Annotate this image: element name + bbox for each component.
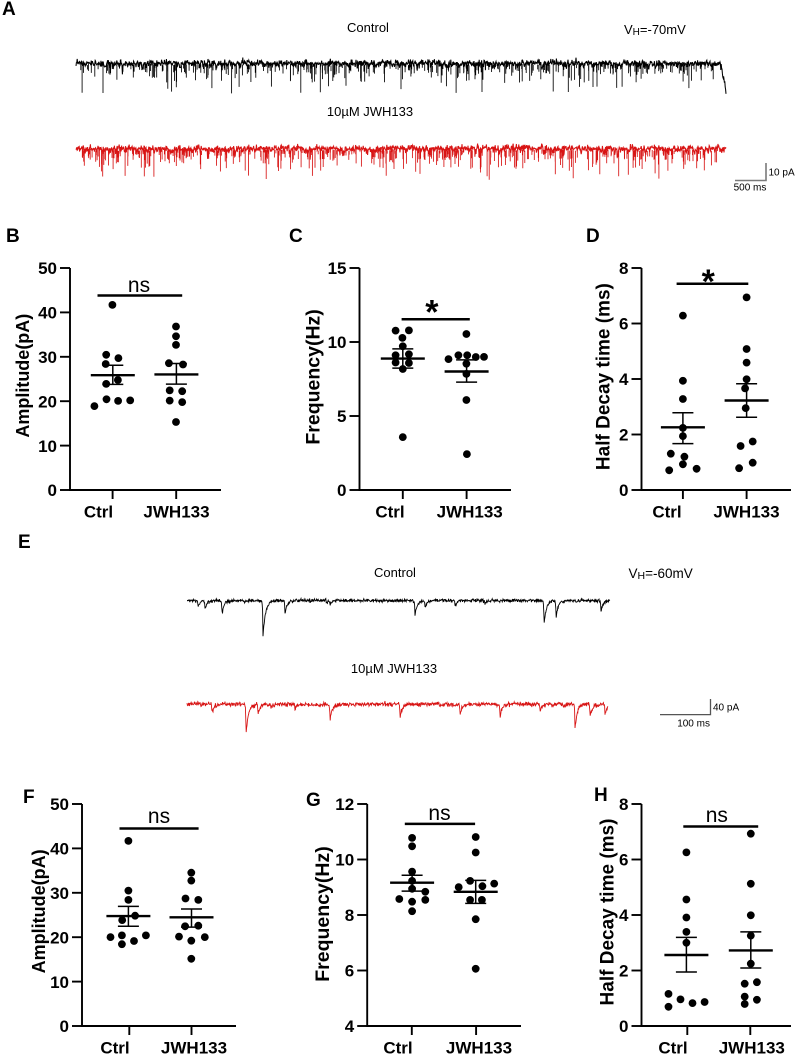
svg-text:40: 40 bbox=[50, 840, 69, 859]
svg-text:Control: Control bbox=[374, 565, 416, 580]
svg-text:0: 0 bbox=[60, 1017, 69, 1036]
svg-text:Half Decay time (ms): Half Decay time (ms) bbox=[593, 283, 614, 470]
svg-text:D: D bbox=[586, 226, 600, 247]
svg-text:Ctrl: Ctrl bbox=[383, 1039, 412, 1055]
svg-text:Control: Control bbox=[347, 20, 389, 35]
svg-text:JWH133: JWH133 bbox=[143, 503, 209, 522]
svg-text:JWH133: JWH133 bbox=[719, 1039, 785, 1055]
svg-text:8: 8 bbox=[345, 906, 354, 925]
svg-text:Ctrl: Ctrl bbox=[652, 503, 681, 522]
svg-text:100 ms: 100 ms bbox=[677, 719, 710, 730]
svg-text:5: 5 bbox=[337, 407, 346, 426]
svg-text:Ctrl: Ctrl bbox=[375, 503, 404, 522]
svg-text:10µM JWH133: 10µM JWH133 bbox=[327, 104, 413, 119]
svg-text:10 pA: 10 pA bbox=[769, 168, 795, 179]
svg-text:JWH133: JWH133 bbox=[713, 503, 779, 522]
svg-text:ns: ns bbox=[428, 802, 450, 825]
svg-text:10: 10 bbox=[335, 851, 354, 870]
svg-text:50: 50 bbox=[50, 795, 69, 814]
svg-text:0: 0 bbox=[619, 481, 628, 500]
svg-text:2: 2 bbox=[619, 962, 628, 981]
svg-text:*: * bbox=[702, 263, 716, 301]
svg-text:40: 40 bbox=[38, 304, 57, 323]
svg-text:C: C bbox=[289, 226, 303, 247]
svg-text:6: 6 bbox=[345, 962, 354, 981]
svg-text:ns: ns bbox=[128, 274, 150, 297]
svg-text:8: 8 bbox=[619, 795, 628, 814]
svg-text:10: 10 bbox=[50, 973, 69, 992]
svg-text:50: 50 bbox=[38, 259, 57, 278]
svg-text:0: 0 bbox=[48, 481, 57, 500]
svg-text:6: 6 bbox=[619, 315, 628, 334]
svg-text:Half Decay time (ms): Half Decay time (ms) bbox=[597, 819, 618, 1006]
svg-text:30: 30 bbox=[38, 348, 57, 367]
svg-text:30: 30 bbox=[50, 884, 69, 903]
svg-text:JWH133: JWH133 bbox=[161, 1039, 227, 1055]
svg-text:F: F bbox=[23, 787, 35, 808]
svg-text:40 pA: 40 pA bbox=[713, 703, 739, 714]
svg-text:20: 20 bbox=[50, 928, 69, 947]
svg-text:6: 6 bbox=[619, 851, 628, 870]
svg-text:15: 15 bbox=[328, 259, 347, 278]
svg-text:*: * bbox=[425, 294, 439, 332]
svg-text:8: 8 bbox=[619, 259, 628, 278]
svg-text:Ctrl: Ctrl bbox=[100, 1039, 129, 1055]
svg-text:20: 20 bbox=[38, 392, 57, 411]
svg-text:Frequency(Hz): Frequency(Hz) bbox=[312, 846, 334, 981]
svg-text:12: 12 bbox=[335, 795, 354, 814]
svg-text:Amplitude(pA): Amplitude(pA) bbox=[29, 849, 49, 973]
svg-text:VH=-70mV: VH=-70mV bbox=[624, 22, 686, 38]
svg-text:0: 0 bbox=[337, 481, 346, 500]
svg-text:Ctrl: Ctrl bbox=[84, 503, 113, 522]
svg-text:0: 0 bbox=[619, 1017, 628, 1036]
svg-text:4: 4 bbox=[345, 1017, 355, 1036]
svg-text:4: 4 bbox=[619, 370, 629, 389]
svg-text:JWH133: JWH133 bbox=[446, 1039, 512, 1055]
svg-text:ns: ns bbox=[148, 805, 170, 828]
svg-text:A: A bbox=[2, 0, 16, 20]
svg-text:10: 10 bbox=[38, 437, 57, 456]
svg-text:Ctrl: Ctrl bbox=[658, 1039, 687, 1055]
svg-text:Frequency(Hz): Frequency(Hz) bbox=[303, 309, 325, 444]
svg-text:JWH133: JWH133 bbox=[437, 503, 503, 522]
svg-text:10µM JWH133: 10µM JWH133 bbox=[351, 661, 437, 676]
svg-text:E: E bbox=[18, 532, 31, 553]
svg-text:2: 2 bbox=[619, 426, 628, 445]
svg-text:VH=-60mV: VH=-60mV bbox=[629, 566, 693, 582]
svg-text:500 ms: 500 ms bbox=[734, 183, 767, 194]
svg-text:10: 10 bbox=[328, 333, 347, 352]
svg-text:H: H bbox=[594, 785, 608, 806]
svg-text:ns: ns bbox=[706, 804, 728, 827]
svg-text:Amplitude(pA): Amplitude(pA) bbox=[13, 314, 33, 438]
svg-text:B: B bbox=[6, 226, 20, 247]
svg-text:G: G bbox=[306, 790, 321, 811]
svg-text:4: 4 bbox=[619, 906, 629, 925]
